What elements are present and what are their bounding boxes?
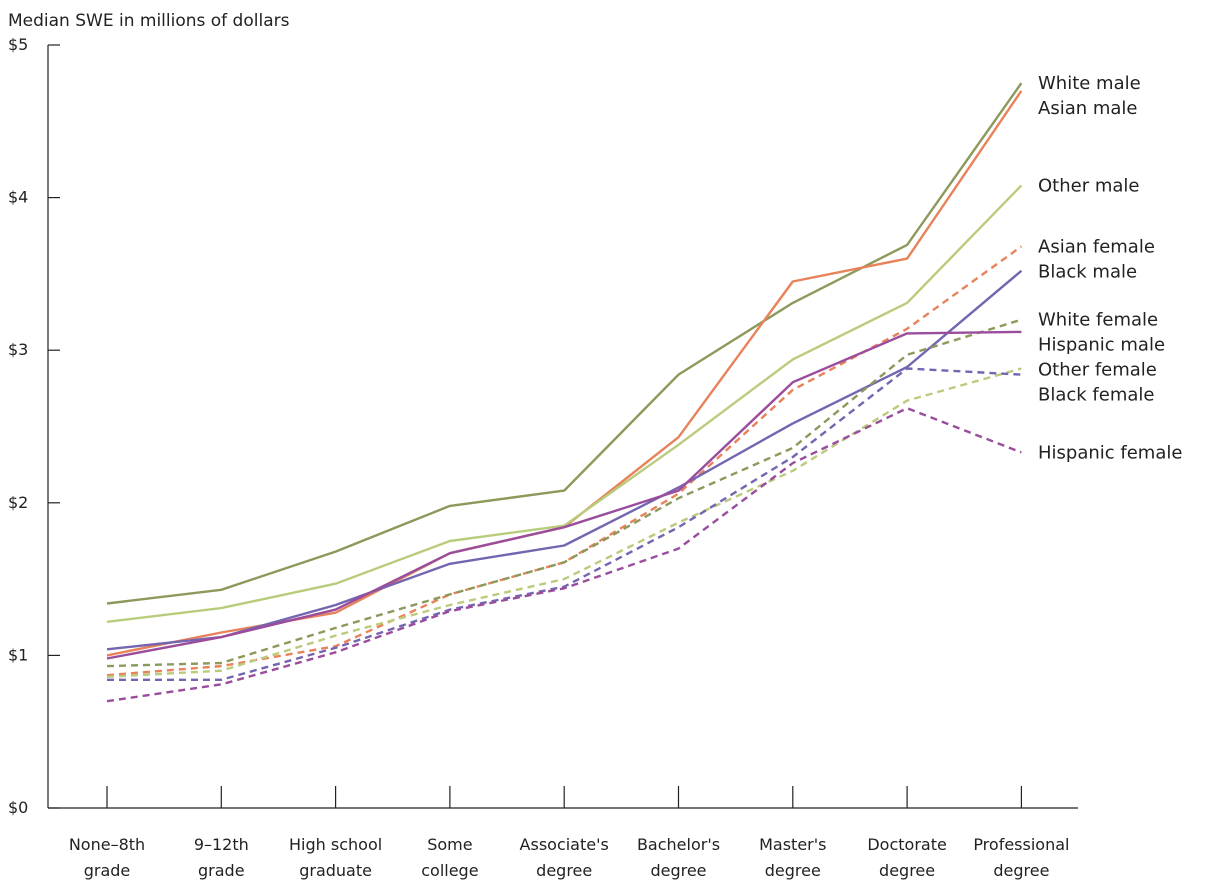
series-line-other-male [106,184,1023,623]
series-line-white-female [106,318,1022,668]
x-tick-label: Doctorate [867,835,946,854]
y-tick-label: $2 [8,493,28,512]
y-tick-label: $3 [8,340,28,359]
x-tick-label: degree [650,861,706,880]
x-tick-label: college [421,861,478,880]
x-tick-label: Associate's [520,835,609,854]
axes [47,45,1078,809]
x-tick-label: None–8th [69,835,145,854]
x-tick-label: degree [765,861,821,880]
x-tick-label: graduate [299,861,372,880]
y-tick-label: $0 [8,798,28,817]
y-axis-ticks: $0 $1 $2 $3 $4 $5 [8,35,60,817]
x-tick-label: Bachelor's [637,835,720,854]
legend-label: Other male [1038,175,1139,196]
series-line-other-female [106,367,1022,678]
x-tick-label: degree [536,861,592,880]
legend-label: White male [1038,73,1141,94]
legend-label: Black female [1038,385,1154,406]
x-axis-ticks: None–8th grade 9–12th grade High school gradu… [69,786,1069,880]
series-line-hispanic-female [106,407,1022,703]
x-tick-label: grade [84,861,131,880]
x-tick-label: Professional [973,835,1069,854]
series-line-black-female [107,367,1022,681]
series-lines [106,82,1023,703]
legend-label: Black male [1038,261,1137,282]
x-tick-label: grade [198,861,245,880]
x-tick-label: degree [993,861,1049,880]
legend-label: Asian female [1038,236,1155,257]
legend-label: Other female [1038,360,1157,381]
y-axis-title: Median SWE in millions of dollars [8,11,290,31]
x-tick-label: 9–12th [194,835,249,854]
legend-label: Asian male [1038,98,1138,119]
series-line-hispanic-male [106,330,1022,660]
x-tick-label: degree [879,861,935,880]
legend-label: White female [1038,310,1158,331]
series-line-asian-female [106,245,1023,677]
y-tick-label: $1 [8,645,28,664]
x-tick-label: Master's [759,835,826,854]
legend: White male Asian male Other male Asian fema… [1038,73,1182,463]
y-tick-label: $4 [8,188,28,207]
legend-label: Hispanic male [1038,335,1165,356]
series-line-white-male [106,82,1023,605]
series-line-black-male [106,269,1023,651]
y-tick-label: $5 [8,35,28,54]
legend-label: Hispanic female [1038,442,1182,463]
x-tick-label: Some [427,835,472,854]
x-tick-label: High school [289,835,382,854]
